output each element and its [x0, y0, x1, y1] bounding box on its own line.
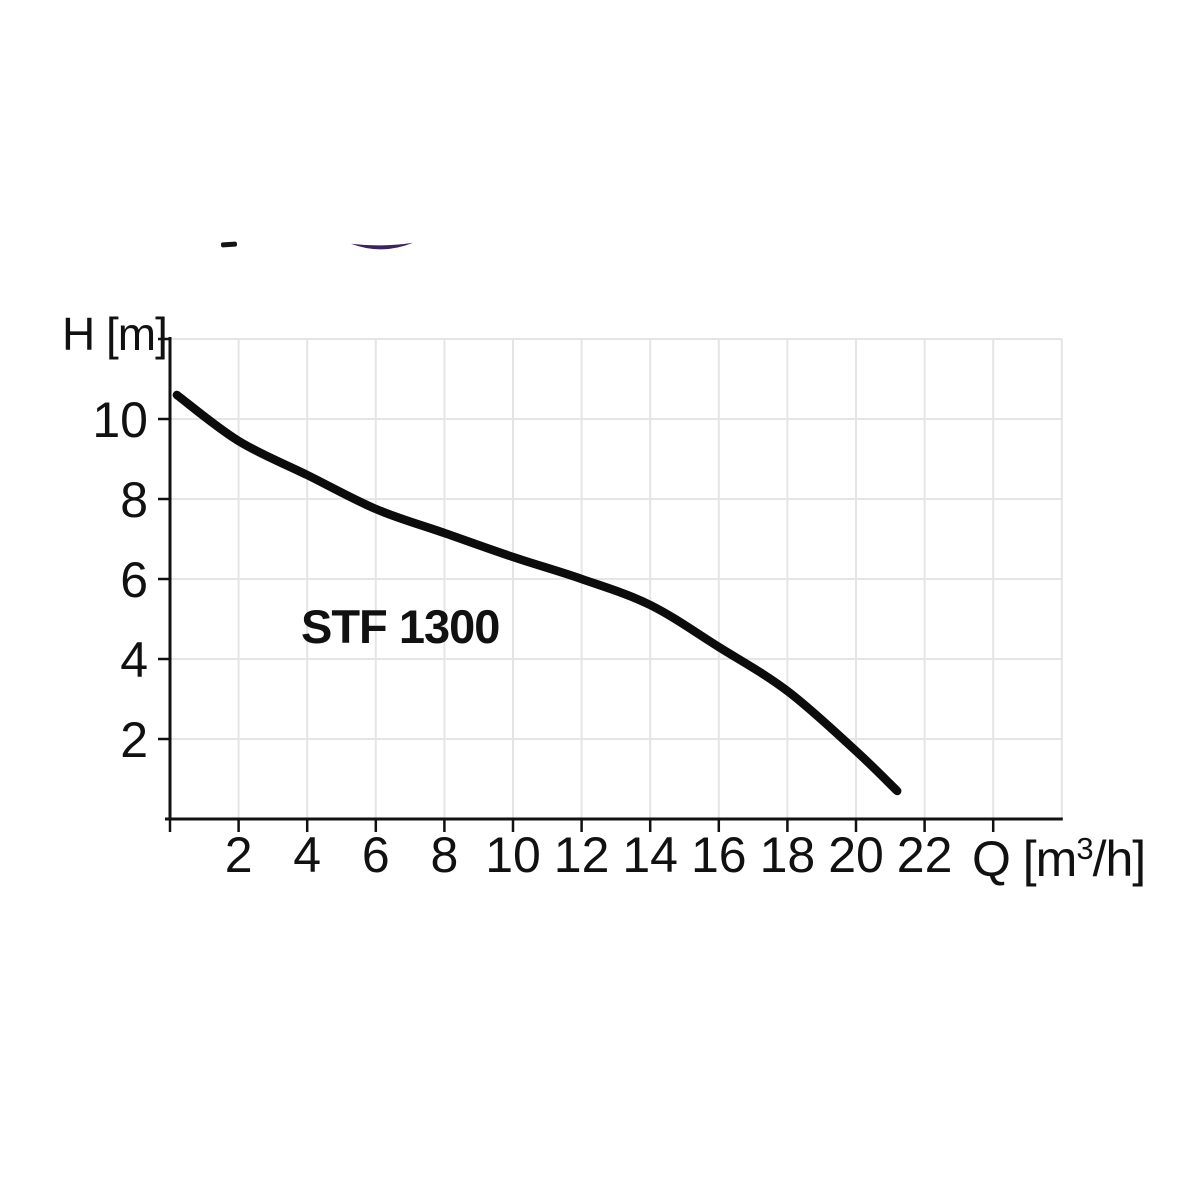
x-tick-label: 6 [362, 827, 390, 883]
x-tick-label: 22 [897, 827, 953, 883]
y-axis-title: H [m] [62, 308, 168, 360]
y-tick-label: 2 [120, 712, 148, 768]
x-tick-label: 14 [622, 827, 678, 883]
curve-layer [172, 390, 902, 796]
x-axis-title: Q [m3/h] [972, 830, 1147, 888]
x-axis-title-pre: Q [m [972, 831, 1077, 887]
x-axis-title-post: /h] [1092, 831, 1147, 887]
x-tick-label: 16 [691, 827, 747, 883]
x-axis-title-superscript: 3 [1076, 831, 1093, 866]
y-tick-label: 6 [120, 552, 148, 608]
y-tick-label: 10 [92, 392, 148, 448]
y-tick-label: 8 [120, 472, 148, 528]
series-label: STF 1300 [301, 600, 500, 653]
grid-layer [170, 338, 1063, 819]
pump-performance-curve [172, 390, 902, 796]
x-tick-label: 12 [554, 827, 610, 883]
x-tick-label: 8 [430, 827, 458, 883]
logo-remnant-mark-icon [351, 242, 413, 250]
x-tick-label: 20 [828, 827, 884, 883]
y-tick-label: 4 [120, 632, 148, 688]
x-tick-label: 4 [293, 827, 321, 883]
x-tick-label: 10 [485, 827, 541, 883]
x-tick-label: 18 [760, 827, 816, 883]
x-tick-label: 2 [225, 827, 253, 883]
tick-layer [158, 337, 995, 832]
